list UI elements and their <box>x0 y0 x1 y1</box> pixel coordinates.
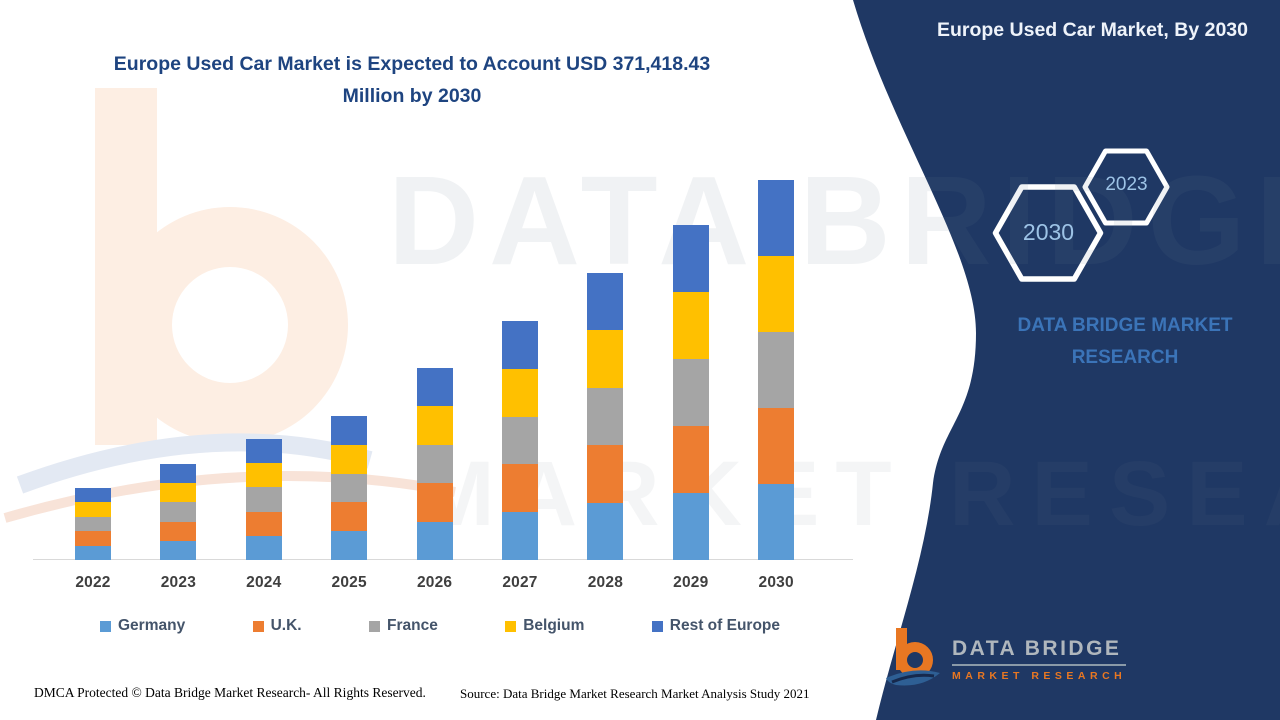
hexagon-2030 <box>992 184 1104 282</box>
legend-swatch-icon <box>505 620 517 632</box>
legend-label: U.K. <box>270 617 302 634</box>
bar-segment-2024-belgium <box>245 463 282 488</box>
legend-swatch-icon <box>252 620 264 632</box>
bar-segment-2027-belgium <box>502 368 538 417</box>
bar-segment-2028-germany <box>587 502 624 560</box>
source-note: Source: Data Bridge Market Research Mark… <box>460 686 810 701</box>
x-axis-label-2027: 2027 <box>502 574 538 591</box>
legend-item-u-k-: U.K. <box>252 617 302 635</box>
bar-segment-2022-u-k- <box>75 531 111 546</box>
bar-2027 <box>502 321 538 560</box>
bar-segment-2023-belgium <box>160 483 197 503</box>
bar-segment-2023-u-k- <box>160 521 197 541</box>
bar-segment-2026-france <box>416 444 453 484</box>
legend-item-france: France <box>368 617 438 635</box>
bar-segment-2030-france <box>758 332 795 408</box>
bar-2030 <box>758 180 795 560</box>
bar-segment-2022-rest-of-europe <box>75 488 111 503</box>
bar-2025 <box>331 416 368 560</box>
stacked-bar-chart: 2022 2023 2024 2025 2026 2027 2028 2029 2030 <box>33 180 853 591</box>
bar-segment-2026-belgium <box>416 406 453 445</box>
bar-segment-2026-u-k- <box>416 483 453 522</box>
bar-segment-2030-rest-of-europe <box>758 180 795 256</box>
bar-segment-2027-rest-of-europe <box>502 321 538 369</box>
x-axis-label-2024: 2024 <box>246 574 282 591</box>
bar-segment-2024-rest-of-europe <box>245 439 282 464</box>
bar-segment-2026-rest-of-europe <box>416 368 453 407</box>
chart-legend: Germany U.K. France Belgium Rest of Europe <box>100 617 780 635</box>
dmca-notice: DMCA Protected © Data Bridge Market Rese… <box>34 685 426 700</box>
legend-swatch-icon <box>368 620 380 632</box>
legend-swatch-icon <box>100 620 111 632</box>
x-axis-label-2028: 2028 <box>587 574 624 591</box>
bar-2029 <box>672 225 709 560</box>
bar-segment-2029-rest-of-europe <box>672 225 709 292</box>
bar-2024 <box>245 439 282 560</box>
bar-segment-2027-germany <box>502 512 538 560</box>
bar-segment-2024-france <box>245 487 282 512</box>
logo-tagline: MARKET RESEARCH <box>952 669 1127 682</box>
bar-segment-2024-u-k- <box>245 511 282 536</box>
bar-segment-2029-belgium <box>672 292 709 359</box>
logo-name: DATA BRIDGE <box>952 637 1127 666</box>
bar-segment-2025-germany <box>331 531 368 560</box>
bar-2022 <box>75 488 111 560</box>
bar-segment-2028-france <box>587 387 624 446</box>
legend-label: France <box>386 617 438 634</box>
bar-segment-2028-rest-of-europe <box>587 273 624 331</box>
x-axis-label-2025: 2025 <box>331 574 367 591</box>
bar-segment-2030-u-k- <box>758 408 795 484</box>
bar-segment-2023-france <box>160 502 197 522</box>
x-axis-label-2022: 2022 <box>75 574 111 591</box>
legend-label: Belgium <box>523 617 585 634</box>
bar-segment-2027-u-k- <box>502 464 538 513</box>
bar-2023 <box>160 464 197 560</box>
bar-segment-2022-belgium <box>75 502 111 517</box>
brand-caption: DATA BRIDGE MARKET RESEARCH <box>1017 315 1233 369</box>
side-panel-title: Europe Used Car Market, By 2030 <box>936 19 1248 41</box>
bar-segment-2027-france <box>502 416 538 465</box>
legend-label: Germany <box>118 617 186 634</box>
hexagon-2023 <box>1082 148 1170 226</box>
bar-segment-2023-germany <box>160 540 197 560</box>
legend-item-rest-of-europe: Rest of Europe <box>651 617 780 635</box>
bar-segment-2028-belgium <box>587 330 624 388</box>
x-axis-label-2030: 2030 <box>758 574 794 591</box>
legend-swatch-icon <box>651 620 663 632</box>
bar-segment-2025-belgium <box>331 444 368 474</box>
bar-2028 <box>587 273 624 560</box>
bar-segment-2029-u-k- <box>672 426 709 493</box>
x-axis-label-2029: 2029 <box>673 574 709 591</box>
bar-2026 <box>416 368 453 560</box>
legend-item-germany: Germany <box>100 617 185 635</box>
legend-item-belgium: Belgium <box>505 617 584 635</box>
x-axis-label-2023: 2023 <box>160 574 197 591</box>
bar-segment-2030-germany <box>758 484 795 560</box>
bar-segment-2029-france <box>672 359 709 426</box>
bar-segment-2024-germany <box>245 535 282 560</box>
bar-segment-2022-germany <box>75 545 111 560</box>
hexagon-2023-label: 2023 <box>1105 174 1148 195</box>
hexagon-2030-label: 2030 <box>1022 219 1075 245</box>
bar-segment-2025-france <box>331 473 368 503</box>
dbmr-logo-watermark <box>3 88 456 523</box>
bar-segment-2025-rest-of-europe <box>331 416 368 445</box>
bar-segment-2026-germany <box>416 521 453 560</box>
bar-segment-2022-france <box>75 516 111 532</box>
x-axis-label-2026: 2026 <box>416 574 453 591</box>
bar-segment-2028-u-k- <box>587 445 624 503</box>
bar-segment-2029-germany <box>672 493 709 560</box>
dbmr-logo: DATA BRIDGE MARKET RESEARCH <box>884 626 1127 692</box>
bar-segment-2030-belgium <box>758 256 795 332</box>
bar-segment-2023-rest-of-europe <box>160 464 197 484</box>
chart-headline: Europe Used Car Market is Expected to Ac… <box>113 53 711 108</box>
bar-segment-2025-u-k- <box>331 502 368 532</box>
dbmr-logo-b-icon <box>886 628 940 686</box>
legend-label: Rest of Europe <box>669 617 780 634</box>
